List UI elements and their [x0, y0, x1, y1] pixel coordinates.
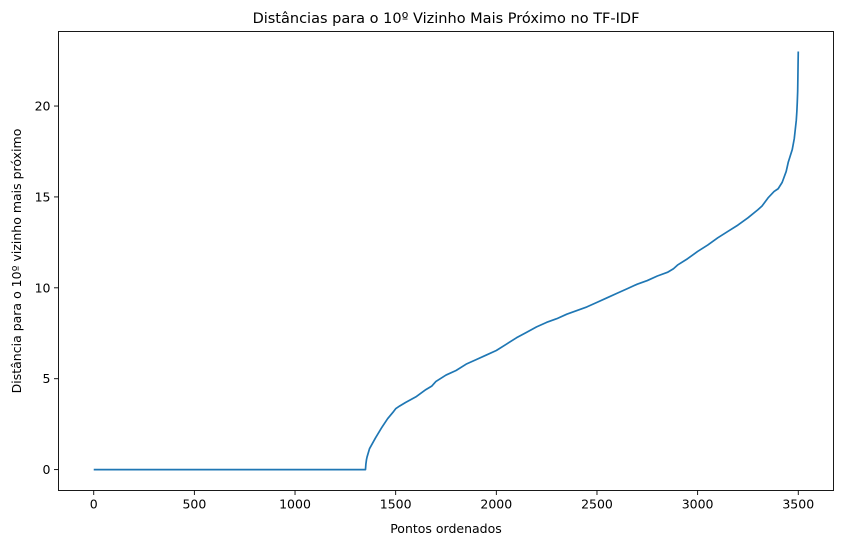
x-axis: 0 500 1000 1500 2000 2500 3000 3500: [90, 490, 814, 512]
series-line-0: [93, 51, 800, 471]
x-tick-label: 3500: [782, 497, 814, 512]
y-axis: 0 5 10 15 20: [35, 99, 59, 477]
y-tick-label: 0: [43, 462, 51, 477]
x-tick-label: 500: [182, 497, 206, 512]
x-tick-label: 2500: [581, 497, 613, 512]
x-axis-label: Pontos ordenados: [390, 521, 502, 536]
y-axis-label: Distância para o 10º vizinho mais próxim…: [9, 129, 24, 394]
chart-title: Distâncias para o 10º Vizinho Mais Próxi…: [253, 11, 640, 27]
plot-area: [93, 51, 800, 471]
plot-frame: [58, 31, 834, 491]
x-tick-label: 1000: [279, 497, 311, 512]
y-tick-label: 15: [35, 189, 51, 204]
y-tick-label: 10: [35, 280, 51, 295]
x-tick-label: 3000: [682, 497, 714, 512]
x-tick-label: 2000: [480, 497, 512, 512]
y-tick-label: 20: [35, 99, 51, 114]
y-tick-label: 5: [43, 371, 51, 386]
x-tick-label: 1500: [380, 497, 412, 512]
x-tick-label: 0: [90, 497, 98, 512]
